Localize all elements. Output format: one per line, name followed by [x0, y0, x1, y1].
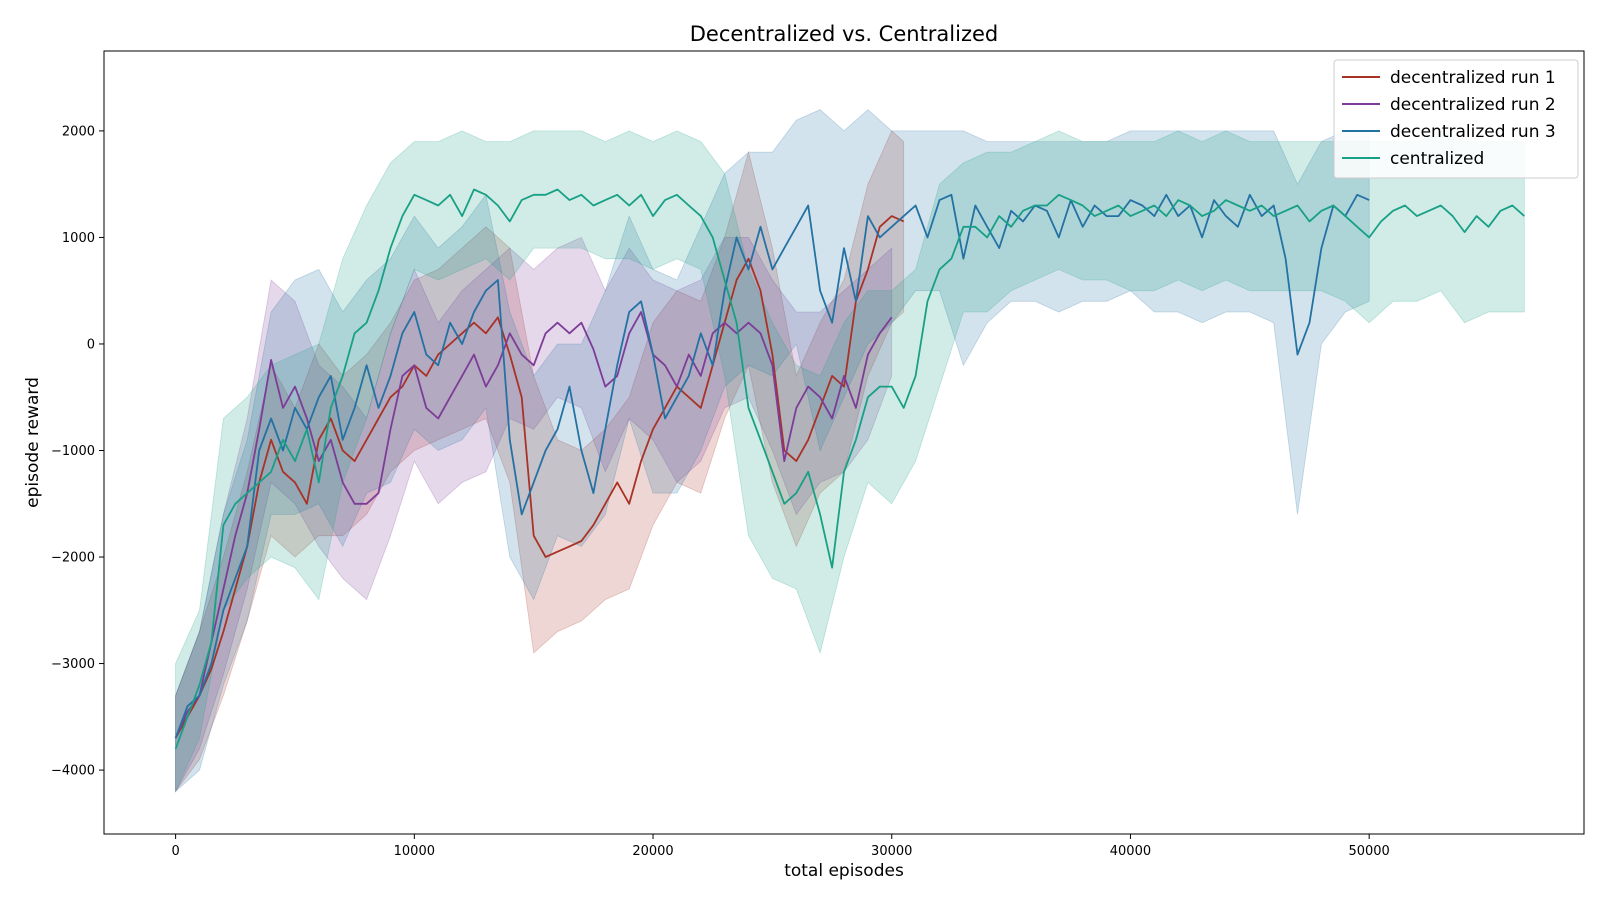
- plot-frame: [103, 50, 1585, 835]
- band-decentralized-run-2: [175, 236, 893, 793]
- y-tick-label: −3000: [51, 657, 95, 672]
- x-axis: 0 10000 20000 30000 40000 50000: [171, 834, 1390, 859]
- x-tick-label: 50000: [1348, 844, 1389, 859]
- y-tick-label: 2000: [62, 124, 95, 139]
- legend-label: centralized: [1390, 149, 1484, 169]
- x-tick-label: 40000: [1110, 844, 1151, 859]
- x-tick-label: 0: [171, 844, 179, 859]
- band-centralized: [175, 130, 1525, 792]
- y-tick-label: −1000: [51, 444, 95, 459]
- chart-title: Decentralized vs. Centralized: [690, 22, 999, 46]
- x-axis-title: total episodes: [784, 861, 904, 881]
- y-tick-label: −4000: [51, 764, 95, 779]
- legend-box: [1333, 59, 1579, 179]
- x-tick-label: 20000: [632, 844, 673, 859]
- x-tick-label: 10000: [394, 844, 435, 859]
- band-decentralized-run-3: [175, 109, 1370, 793]
- line-centralized: [174, 188, 1525, 750]
- y-tick-label: 1000: [62, 231, 95, 246]
- band-decentralized-run-1: [175, 130, 905, 793]
- confidence-bands: [175, 109, 1525, 793]
- line-decentralized-run-2: [174, 311, 893, 739]
- x-tick-label: 30000: [871, 844, 912, 859]
- legend-label: decentralized run 1: [1390, 68, 1556, 88]
- y-tick-label: 0: [87, 337, 95, 352]
- y-tick-label: −2000: [51, 551, 95, 566]
- legend-label: decentralized run 2: [1390, 95, 1556, 115]
- y-axis: −4000 −3000 −2000 −1000 0 1000 2000: [51, 124, 104, 779]
- legend-label: decentralized run 3: [1390, 122, 1556, 142]
- line-decentralized-run-3: [174, 193, 1370, 739]
- line-decentralized-run-1: [174, 215, 905, 739]
- legend: decentralized run 1 decentralized run 2 de…: [1333, 59, 1579, 179]
- series-lines: [174, 188, 1525, 750]
- y-axis-title: episode reward: [23, 377, 43, 508]
